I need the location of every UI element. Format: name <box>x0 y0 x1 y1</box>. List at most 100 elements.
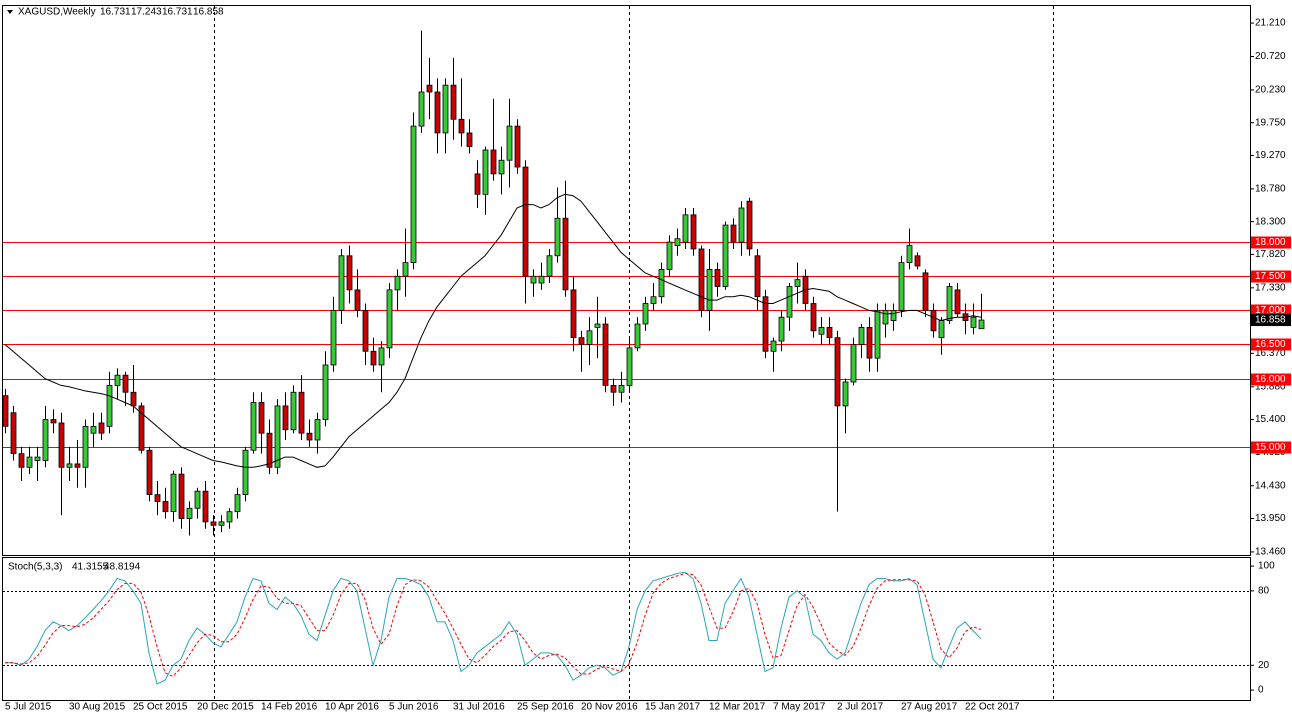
candle-body <box>602 323 609 386</box>
candle-body <box>82 425 89 468</box>
y-tick-label: 20.720 <box>1255 51 1286 62</box>
candle-body <box>210 521 217 526</box>
main-pane-frame <box>2 5 1251 556</box>
x-tick-label: 27 Aug 2017 <box>901 702 958 713</box>
candle-body <box>778 316 785 342</box>
candle-body <box>154 494 161 502</box>
y-tick-label: 19.750 <box>1255 117 1286 128</box>
level-label: 17.000 <box>1255 305 1286 316</box>
y-tick-label: 17.820 <box>1255 249 1286 260</box>
candle-body <box>346 255 353 291</box>
candle-body <box>738 207 745 243</box>
level-label: 17.500 <box>1255 271 1286 282</box>
candle-body <box>410 125 417 263</box>
candle-body <box>954 289 961 315</box>
candle-body <box>378 347 385 366</box>
candle-body <box>634 323 641 349</box>
candle-body <box>562 217 569 291</box>
candle-body <box>626 347 633 386</box>
level-label-box <box>1251 270 1291 283</box>
candle-body <box>130 391 137 407</box>
level-label: 18.000 <box>1255 237 1286 248</box>
candle-body <box>298 391 305 434</box>
x-tick-label: 31 Jul 2016 <box>453 702 505 713</box>
candle-body <box>762 296 769 352</box>
level-label-box <box>1251 373 1291 386</box>
candle-body <box>58 422 65 468</box>
candle-body <box>666 241 673 270</box>
candle-body <box>338 255 345 311</box>
candle-body <box>946 286 953 321</box>
level-label-box <box>1251 338 1291 351</box>
candle-body <box>362 309 369 352</box>
candle-body <box>570 289 577 339</box>
candle-body <box>42 419 49 461</box>
stoch-title: Stoch(5,3,3) <box>8 562 62 573</box>
candle-body <box>186 507 193 519</box>
y-tick-label: 17.330 <box>1255 282 1286 293</box>
header-close: 16.858 <box>193 7 224 18</box>
candle-body <box>26 456 33 468</box>
candle-body <box>442 84 449 134</box>
candle-body <box>74 463 81 468</box>
candle-body <box>578 337 585 345</box>
candle-body <box>882 309 889 325</box>
moving-average <box>4 193 982 468</box>
level-label: 15.000 <box>1255 442 1286 453</box>
y-tick-label: 100 <box>1258 561 1275 572</box>
candle-body <box>586 330 593 345</box>
candle-body <box>234 494 241 513</box>
stoch-signal-value: 48.8194 <box>104 562 141 573</box>
candle-body <box>354 289 361 311</box>
level-label: 16.000 <box>1255 374 1286 385</box>
candle-body <box>594 323 601 328</box>
candle-body <box>514 125 521 168</box>
candle-body <box>826 327 833 339</box>
x-tick-label: 22 Oct 2017 <box>965 702 1020 713</box>
stoch-line <box>5 572 982 678</box>
candle-body <box>290 391 297 431</box>
candle-body <box>2 395 9 427</box>
candle-body <box>90 425 97 434</box>
stoch-main-value: 41.3155 <box>72 562 109 573</box>
candle-body <box>690 214 697 250</box>
candle-body <box>906 245 913 263</box>
candle-body <box>610 385 617 393</box>
y-tick-label: 80 <box>1258 586 1270 597</box>
y-tick-label: 13.950 <box>1255 513 1286 524</box>
y-tick-label: 0 <box>1258 685 1264 696</box>
stoch-pane-frame <box>2 557 1251 701</box>
y-tick-label: 20.230 <box>1255 85 1286 96</box>
candle-body <box>754 255 761 298</box>
candle-body <box>506 125 513 161</box>
candle-body <box>938 320 945 339</box>
candle-body <box>106 385 113 427</box>
candle-body <box>498 159 505 175</box>
candle-body <box>674 238 681 246</box>
candle-body <box>458 118 465 134</box>
candle-body <box>978 319 985 330</box>
period-separators <box>214 6 1054 700</box>
candle-body <box>554 217 561 257</box>
candle-body <box>450 84 457 120</box>
menu-arrow[interactable] <box>7 10 13 14</box>
candle-body <box>98 422 105 434</box>
candle-body <box>770 340 777 352</box>
x-tick-label: 30 Aug 2015 <box>69 702 126 713</box>
x-tick-label: 5 Jul 2015 <box>5 702 52 713</box>
x-tick-label: 20 Nov 2016 <box>581 702 638 713</box>
candle-body <box>426 84 433 93</box>
candle-body <box>18 453 25 468</box>
x-tick-label: 2 Jul 2017 <box>837 702 884 713</box>
candle-body <box>794 279 801 287</box>
price-label-box <box>1251 314 1291 327</box>
level-label-box <box>1251 236 1291 249</box>
candle-body <box>170 473 177 513</box>
candle-body <box>162 501 169 513</box>
candle-body <box>266 432 273 468</box>
candle-body <box>282 405 289 431</box>
candle-body <box>66 463 73 468</box>
candle-body <box>314 419 321 441</box>
candle-body <box>786 286 793 318</box>
candle-body <box>482 149 489 195</box>
